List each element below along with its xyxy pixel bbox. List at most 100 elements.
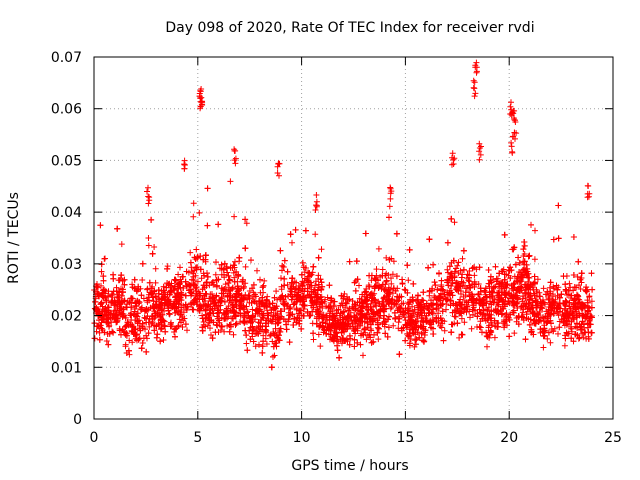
data-point — [179, 273, 186, 280]
data-point — [343, 300, 350, 307]
data-point — [133, 313, 140, 320]
data-point — [515, 321, 522, 328]
data-point — [98, 268, 105, 275]
data-point — [388, 280, 395, 287]
data-point — [568, 328, 575, 335]
data-point — [211, 300, 218, 307]
data-point — [243, 220, 250, 227]
data-point — [534, 276, 541, 283]
data-point — [184, 327, 190, 334]
data-point — [259, 349, 266, 356]
data-point — [227, 178, 234, 185]
data-point — [484, 316, 491, 323]
data-point — [555, 202, 562, 209]
data-point — [152, 279, 159, 286]
data-point — [102, 255, 108, 262]
data-point — [507, 275, 514, 282]
data-point — [412, 341, 419, 348]
data-point — [143, 348, 150, 355]
data-point — [361, 312, 368, 319]
data-point — [451, 313, 458, 320]
data-point — [454, 262, 461, 269]
data-point — [232, 258, 238, 265]
data-point — [383, 254, 390, 261]
data-point — [492, 263, 499, 270]
data-point — [190, 200, 197, 207]
data-point — [173, 277, 179, 284]
data-point — [244, 318, 250, 325]
data-point — [138, 292, 145, 299]
data-point — [536, 309, 543, 315]
data-point — [562, 335, 569, 342]
data-point — [299, 259, 306, 266]
data-point — [418, 330, 425, 337]
data-point — [212, 271, 219, 278]
data-point — [396, 306, 403, 312]
data-point — [588, 270, 595, 277]
data-point — [531, 256, 538, 263]
data-point — [346, 258, 353, 265]
data-point — [260, 289, 267, 296]
data-point — [243, 332, 250, 339]
data-point — [160, 337, 167, 343]
data-point — [129, 339, 136, 346]
data-point — [126, 299, 133, 306]
data-point — [223, 263, 230, 270]
data-point — [260, 332, 267, 339]
data-point — [406, 340, 413, 347]
data-point — [174, 308, 181, 315]
data-point — [568, 335, 575, 342]
data-point — [585, 335, 592, 342]
data-point — [381, 323, 388, 330]
data-point — [221, 328, 228, 335]
data-point — [208, 280, 215, 286]
data-point — [113, 288, 120, 294]
data-point — [535, 312, 542, 319]
data-point — [326, 282, 333, 289]
data-point — [459, 331, 466, 338]
data-point — [162, 323, 168, 330]
data-point — [100, 277, 107, 284]
data-point — [187, 249, 194, 256]
data-point — [444, 296, 451, 303]
data-point — [496, 292, 503, 299]
data-point — [509, 285, 516, 292]
data-point — [160, 283, 167, 290]
data-point — [235, 273, 242, 280]
data-point — [252, 343, 259, 350]
data-point — [299, 293, 306, 299]
data-point — [419, 297, 426, 304]
data-point — [375, 245, 382, 252]
data-point — [366, 283, 373, 290]
data-point — [218, 323, 225, 329]
data-point — [395, 319, 402, 326]
data-point — [116, 309, 123, 316]
data-point — [295, 291, 302, 298]
data-point — [431, 279, 438, 286]
data-point — [519, 309, 526, 316]
data-point — [315, 331, 322, 338]
data-point — [588, 298, 595, 305]
data-point — [311, 286, 318, 293]
data-point — [384, 333, 391, 340]
data-point — [146, 323, 153, 330]
data-point — [485, 267, 492, 273]
data-point — [411, 306, 418, 313]
data-point — [580, 321, 587, 328]
data-point — [521, 266, 527, 273]
data-point — [310, 289, 317, 296]
data-point — [249, 330, 256, 337]
data-point — [551, 285, 557, 292]
data-point — [574, 273, 581, 280]
data-point — [293, 306, 300, 313]
data-point — [568, 292, 575, 299]
data-point — [401, 286, 408, 293]
data-point — [523, 315, 530, 322]
data-point — [226, 328, 233, 335]
data-point — [568, 325, 575, 332]
data-point — [384, 316, 391, 323]
data-point — [281, 275, 288, 282]
data-point — [387, 286, 394, 293]
data-point — [354, 276, 361, 283]
data-point — [354, 339, 361, 346]
